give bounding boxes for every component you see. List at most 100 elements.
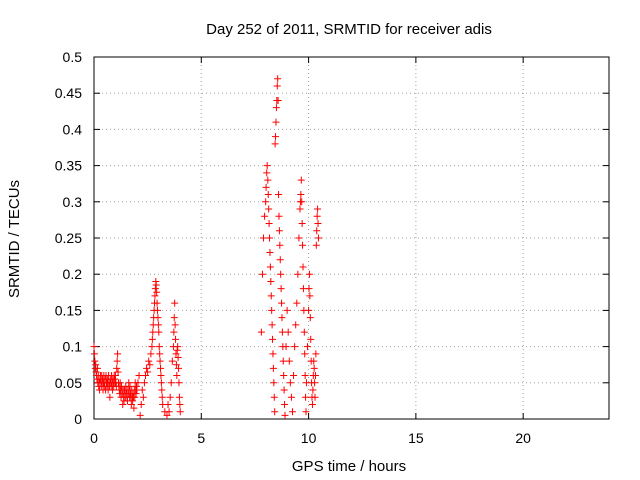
data-point <box>309 386 317 394</box>
data-point <box>176 401 184 409</box>
data-point <box>280 386 288 394</box>
data-point <box>274 75 282 83</box>
data-point <box>148 335 156 343</box>
data-point <box>157 364 165 372</box>
data-point <box>313 227 321 235</box>
data-points <box>90 75 322 419</box>
data-point <box>175 364 183 372</box>
data-point <box>314 205 322 213</box>
data-point <box>176 408 184 416</box>
y-tick-label: 0.4 <box>63 121 83 137</box>
y-tick-label: 0.45 <box>55 85 82 101</box>
data-point <box>113 357 121 365</box>
data-point <box>136 411 144 419</box>
data-point <box>114 368 122 376</box>
data-point <box>139 393 147 401</box>
data-point <box>274 96 282 104</box>
data-point <box>125 379 133 387</box>
data-point <box>311 372 319 380</box>
data-point <box>313 212 321 220</box>
data-point <box>175 379 183 387</box>
data-point <box>278 314 286 322</box>
data-point <box>301 372 309 380</box>
data-point <box>312 241 320 249</box>
data-point <box>266 234 274 242</box>
data-point <box>167 379 175 387</box>
data-point <box>298 220 306 228</box>
data-point <box>262 198 270 206</box>
data-point <box>126 382 134 390</box>
data-point <box>269 335 277 343</box>
data-point <box>277 270 285 278</box>
data-point <box>142 372 149 380</box>
y-axis-title: SRMTID / TECUs <box>6 180 23 298</box>
data-point <box>157 372 165 380</box>
data-point <box>258 270 266 278</box>
data-point <box>90 350 98 358</box>
x-tick-label: 10 <box>301 430 317 446</box>
data-point <box>306 314 314 322</box>
data-point <box>314 234 322 242</box>
y-tick-label: 0.35 <box>55 158 82 174</box>
y-tick-label: 0.05 <box>55 375 82 391</box>
data-point <box>165 408 173 416</box>
plot-frame <box>93 56 610 420</box>
data-point <box>262 183 270 191</box>
data-point <box>119 401 127 409</box>
y-tick-label: 0 <box>74 411 82 427</box>
data-point <box>273 82 281 90</box>
data-point <box>155 328 163 336</box>
y-tick-label: 0.25 <box>55 230 82 246</box>
data-point <box>304 343 312 351</box>
data-point <box>171 321 179 329</box>
data-point <box>116 379 124 387</box>
data-point <box>291 343 299 351</box>
data-point <box>174 353 182 361</box>
data-point <box>263 162 271 170</box>
data-point <box>312 350 320 358</box>
data-point <box>293 299 301 307</box>
data-point <box>173 372 181 380</box>
data-point <box>276 256 284 264</box>
data-point <box>158 386 166 394</box>
x-tick-label: 15 <box>408 430 424 446</box>
x-axis-title: GPS time / hours <box>292 458 406 475</box>
data-point <box>288 408 296 416</box>
x-tick-label: 5 <box>197 430 205 446</box>
data-point <box>144 368 152 376</box>
data-point <box>175 393 183 401</box>
data-point <box>172 335 180 343</box>
data-point <box>284 328 292 336</box>
data-point <box>130 404 138 412</box>
data-point <box>271 408 279 416</box>
data-point <box>153 288 161 296</box>
data-point <box>298 198 306 206</box>
data-point <box>146 361 154 369</box>
data-point <box>299 263 307 271</box>
y-tick-label: 0.1 <box>63 339 83 355</box>
data-point <box>163 411 171 419</box>
data-point <box>281 411 289 419</box>
data-point <box>90 343 98 351</box>
data-point <box>290 372 298 380</box>
data-point <box>164 401 172 409</box>
y-tick-label: 0.3 <box>63 194 83 210</box>
data-point <box>281 401 289 409</box>
data-point <box>172 350 180 358</box>
data-point <box>257 328 265 336</box>
data-point <box>260 234 268 242</box>
data-point <box>297 176 305 184</box>
data-point <box>272 133 280 141</box>
data-point <box>134 379 142 387</box>
data-point <box>265 205 273 213</box>
data-point <box>266 248 274 256</box>
data-point <box>170 328 178 336</box>
data-point <box>108 386 116 394</box>
data-point <box>111 372 119 380</box>
y-tick-label: 0.5 <box>63 49 83 65</box>
data-point <box>264 176 272 184</box>
data-point <box>168 357 176 365</box>
data-point <box>314 220 322 228</box>
data-point <box>292 321 300 329</box>
data-point <box>310 364 318 372</box>
